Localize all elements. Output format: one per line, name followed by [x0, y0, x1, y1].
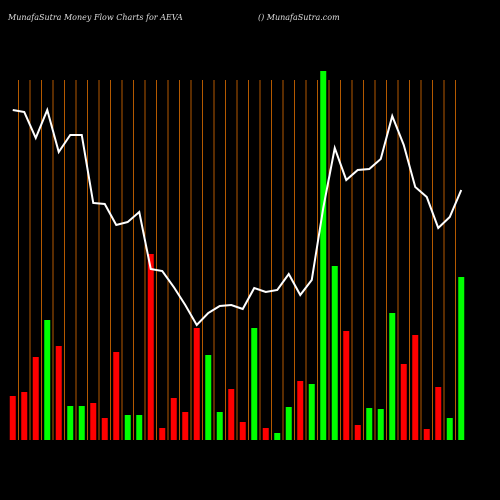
bar: [216, 412, 223, 440]
bar: [101, 418, 108, 440]
bar: [389, 313, 396, 440]
bar: [354, 425, 361, 440]
bar: [435, 387, 442, 440]
bar: [446, 418, 453, 440]
bar: [78, 406, 85, 440]
bar: [55, 346, 62, 440]
bar: [228, 389, 235, 440]
bar: [124, 415, 131, 440]
bar: [239, 422, 246, 440]
chart-subtitle: () MunafaSutra.com: [258, 13, 340, 22]
bar: [44, 320, 51, 440]
bar: [274, 433, 281, 440]
bar: [182, 412, 189, 440]
bar: [308, 384, 315, 440]
bar: [159, 428, 166, 440]
bar: [400, 364, 407, 440]
bar: [170, 398, 177, 440]
bar: [262, 428, 269, 440]
bar: [147, 254, 154, 440]
bar: [297, 381, 304, 440]
chart-title: MunafaSutra Money Flow Charts for AEVA: [7, 13, 183, 22]
bar: [21, 392, 28, 440]
money-flow-line: [12, 106, 463, 327]
bar: [331, 266, 338, 440]
bar: [412, 335, 419, 440]
bar: [320, 71, 327, 440]
bar: [113, 352, 120, 440]
bar: [205, 355, 212, 440]
bar: [90, 403, 97, 440]
bar: [423, 429, 430, 440]
bar: [193, 328, 200, 440]
bar: [136, 415, 143, 440]
bar: [366, 408, 373, 440]
bar: [377, 409, 384, 440]
bar: [285, 407, 292, 440]
bar: [9, 396, 16, 440]
bar: [251, 328, 258, 440]
bar: [32, 357, 39, 440]
bar: [67, 406, 74, 440]
bar: [458, 277, 465, 440]
bar: [343, 331, 350, 440]
